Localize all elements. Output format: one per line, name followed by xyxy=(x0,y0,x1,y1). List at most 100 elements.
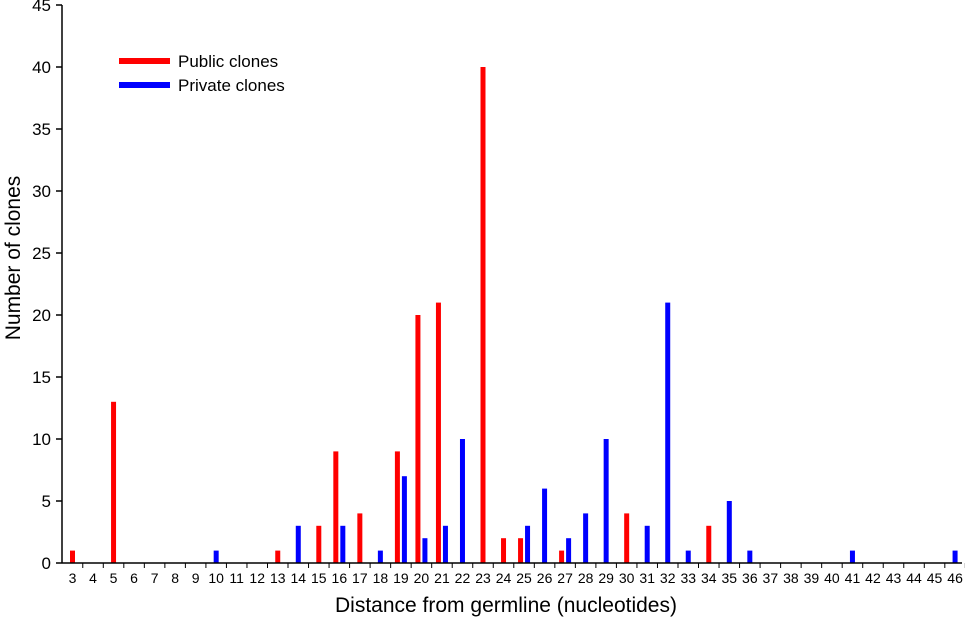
x-tick-label: 25 xyxy=(516,570,532,586)
x-tick-label: 24 xyxy=(496,570,512,586)
bar-public-27 xyxy=(559,550,565,563)
x-tick-label: 9 xyxy=(192,570,200,586)
y-tick-label: 5 xyxy=(42,492,51,511)
x-tick-label: 38 xyxy=(783,570,799,586)
bar-private-18 xyxy=(377,550,383,563)
x-tick-label: 16 xyxy=(332,570,348,586)
bar-private-16 xyxy=(340,525,346,563)
x-tick-label: 36 xyxy=(742,570,758,586)
bar-public-15 xyxy=(316,525,322,563)
bar-private-35 xyxy=(726,501,732,563)
x-tick-label: 27 xyxy=(557,570,573,586)
x-tick-label: 22 xyxy=(455,570,471,586)
y-tick-label: 0 xyxy=(42,554,51,573)
bar-private-33 xyxy=(685,550,691,563)
bar-public-3 xyxy=(70,550,75,563)
bar-public-20 xyxy=(415,315,421,563)
legend-label-private: Private clones xyxy=(178,76,285,95)
x-tick-label: 7 xyxy=(151,570,159,586)
bar-private-22 xyxy=(459,439,465,563)
x-tick-label: 26 xyxy=(537,570,553,586)
legend-item-private: Private clones xyxy=(119,76,285,95)
x-ticks: 3 4 5 6 7 8 9 10 11 12 13 14 15 16 17 18 19 20 21 22 23 24 25 2… xyxy=(69,563,965,586)
x-tick-label: 19 xyxy=(393,570,409,586)
legend: Public clones Private clones xyxy=(119,52,285,95)
bar-public-5 xyxy=(111,401,117,563)
x-tick-label: 23 xyxy=(475,570,491,586)
y-tick-label: 10 xyxy=(32,430,51,449)
x-tick-label: 5 xyxy=(110,570,118,586)
bar-private-27 xyxy=(566,538,572,563)
x-tick-label: 30 xyxy=(619,570,635,586)
x-axis-title: Distance from germline (nucleotides) xyxy=(335,594,677,617)
y-tick-label: 20 xyxy=(32,306,51,325)
y-tick-label: 25 xyxy=(32,244,51,263)
y-ticks: 0 5 10 15 20 25 30 35 40 45 xyxy=(32,0,62,573)
bar-private-31 xyxy=(644,525,650,563)
y-tick-label: 15 xyxy=(32,368,51,387)
bar-private-14 xyxy=(295,525,301,563)
bar-public-30 xyxy=(624,513,630,563)
y-tick-label: 35 xyxy=(32,120,51,139)
y-tick-label: 40 xyxy=(32,58,51,77)
x-tick-label: 43 xyxy=(886,570,902,586)
bar-private-46 xyxy=(952,550,958,563)
x-tick-label: 29 xyxy=(598,570,614,586)
x-tick-label: 35 xyxy=(722,570,738,586)
bar-private-20 xyxy=(422,538,428,563)
x-tick-label: 45 xyxy=(927,570,943,586)
bar-public-13 xyxy=(275,550,281,563)
x-tick-label: 40 xyxy=(824,570,840,586)
bar-public-34 xyxy=(706,525,712,563)
x-tick-label: 12 xyxy=(249,570,265,586)
x-tick-label: 20 xyxy=(414,570,430,586)
x-tick-label: 3 xyxy=(69,570,77,586)
y-axis-title: Number of clones xyxy=(2,176,25,341)
x-tick-label: 10 xyxy=(208,570,224,586)
bar-public-24 xyxy=(501,538,507,563)
axes-layer xyxy=(61,5,962,564)
x-tick-label: 8 xyxy=(171,570,179,586)
x-tick-label: 37 xyxy=(763,570,779,586)
bar-public-25 xyxy=(518,538,524,563)
x-tick-label: 28 xyxy=(578,570,594,586)
x-tick-label: 34 xyxy=(701,570,717,586)
bar-private-21 xyxy=(442,525,448,563)
x-tick-label: 46 xyxy=(947,570,963,586)
x-tick-label: 31 xyxy=(639,570,655,586)
x-tick-label: 32 xyxy=(660,570,676,586)
bar-public-21 xyxy=(435,302,441,563)
bar-private-19 xyxy=(401,476,407,563)
bar-public-17 xyxy=(357,513,363,563)
x-tick-label: 39 xyxy=(804,570,820,586)
x-tick-label: 17 xyxy=(352,570,368,586)
x-tick-label: 33 xyxy=(680,570,696,586)
x-tick-label: 42 xyxy=(865,570,881,586)
legend-item-public: Public clones xyxy=(119,52,278,71)
x-tick-label: 41 xyxy=(845,570,861,586)
bar-private-26 xyxy=(542,488,548,563)
x-tick-label: 6 xyxy=(130,570,138,586)
x-tick-label: 44 xyxy=(906,570,922,586)
y-tick-label: 30 xyxy=(32,182,51,201)
bar-private-28 xyxy=(583,513,589,563)
bar-private-41 xyxy=(849,550,855,563)
x-tick-label: 15 xyxy=(311,570,327,586)
bar-private-36 xyxy=(747,550,753,563)
y-tick-label: 45 xyxy=(32,0,51,15)
bar-public-19 xyxy=(394,451,400,563)
x-tick-label: 4 xyxy=(89,570,97,586)
bar-private-29 xyxy=(603,439,609,563)
bar-private-32 xyxy=(665,302,671,563)
x-tick-label: 13 xyxy=(270,570,286,586)
bar-public-16 xyxy=(333,451,339,563)
bar-private-25 xyxy=(525,525,531,563)
bar-private-10 xyxy=(213,550,219,563)
bars-layer xyxy=(70,67,958,563)
x-tick-label: 11 xyxy=(229,570,244,586)
x-tick-label: 18 xyxy=(373,570,389,586)
bar-public-23 xyxy=(480,67,486,563)
x-tick-label: 21 xyxy=(434,570,450,586)
legend-label-public: Public clones xyxy=(178,52,278,71)
